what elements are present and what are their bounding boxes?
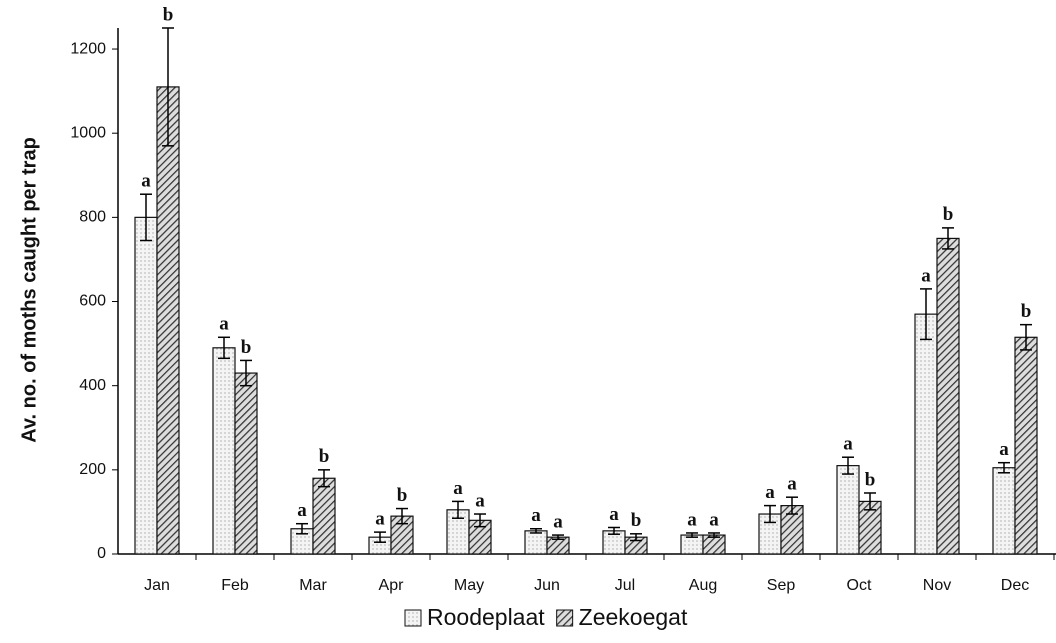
x-tick-label: Mar	[299, 577, 327, 594]
significance-letter: b	[865, 469, 876, 490]
significance-letter: b	[397, 485, 408, 506]
bar	[524, 530, 548, 555]
significance-letter: a	[687, 509, 697, 530]
significance-letter: a	[453, 478, 463, 499]
bar	[134, 216, 158, 555]
bar	[312, 477, 336, 555]
y-tick-label: 1200	[70, 40, 106, 57]
y-tick-label: 800	[79, 209, 106, 226]
significance-letter: a	[375, 508, 385, 529]
significance-letter: b	[163, 4, 174, 25]
x-tick-label: May	[454, 577, 484, 594]
legend-label: Zeekoegat	[579, 604, 688, 630]
significance-letter: a	[297, 500, 307, 521]
x-tick-label: Feb	[221, 577, 249, 594]
significance-letter: a	[709, 509, 719, 530]
bar	[156, 86, 180, 555]
significance-letter: a	[787, 474, 797, 495]
significance-letter: a	[999, 439, 1009, 460]
significance-letter: a	[475, 490, 485, 511]
bar	[212, 347, 236, 555]
y-tick-label: 200	[79, 461, 106, 478]
significance-letter: a	[531, 505, 541, 526]
legend-label: Roodeplaat	[427, 604, 545, 630]
y-tick-label: 600	[79, 293, 106, 310]
x-tick-label: Jan	[144, 577, 170, 594]
y-tick-label: 0	[97, 545, 106, 562]
bar	[836, 465, 860, 555]
x-tick-label: Dec	[1001, 577, 1029, 594]
x-tick-label: Jul	[615, 577, 635, 594]
x-tick-label: Apr	[379, 577, 405, 594]
y-tick-label: 1000	[70, 124, 106, 141]
x-tick-label: Oct	[847, 577, 872, 594]
bar	[914, 313, 938, 555]
significance-letter: b	[319, 446, 330, 467]
significance-letter: a	[219, 314, 229, 335]
x-tick-label: Jun	[534, 577, 560, 594]
significance-letter: a	[553, 511, 563, 532]
significance-letter: a	[609, 504, 619, 525]
significance-letter: a	[921, 265, 931, 286]
significance-letter: b	[241, 337, 252, 358]
x-tick-label: Sep	[767, 577, 796, 594]
significance-letter: b	[943, 204, 954, 225]
y-tick-label: 400	[79, 377, 106, 394]
legend-swatch	[556, 609, 574, 627]
bar	[992, 467, 1016, 555]
significance-letter: b	[1021, 301, 1032, 322]
significance-letter: b	[631, 510, 642, 531]
legend-swatch	[404, 609, 422, 627]
x-tick-label: Nov	[923, 577, 951, 594]
bar	[936, 237, 960, 555]
significance-letter: a	[141, 171, 151, 192]
y-axis-label: Av. no. of moths caught per trap	[18, 137, 40, 443]
x-tick-label: Aug	[689, 577, 717, 594]
significance-letter: a	[843, 434, 853, 455]
significance-letter: a	[765, 482, 775, 503]
bar	[234, 372, 258, 555]
bar	[1014, 336, 1038, 555]
